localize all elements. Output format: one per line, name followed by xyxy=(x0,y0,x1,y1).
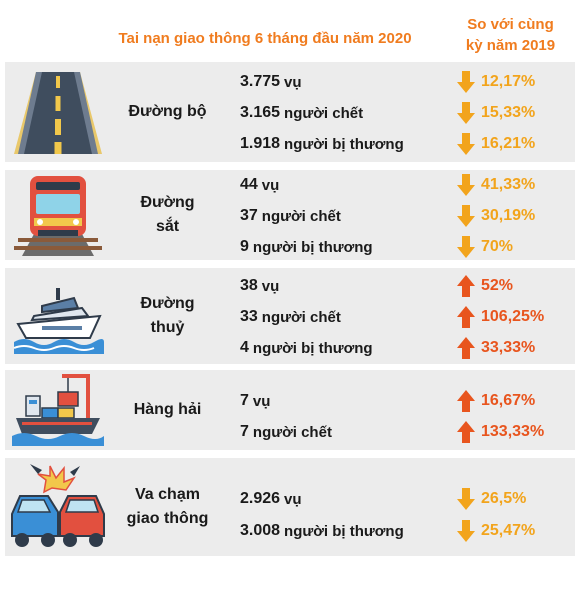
arrow-up-icon xyxy=(457,306,475,328)
cargo-ship-icon xyxy=(5,370,110,450)
stat-number: 3.165 xyxy=(240,104,281,121)
change-percent: 12,17% xyxy=(481,73,536,90)
change-item: 25,47% xyxy=(457,516,535,546)
stat-row: 4 người bị thương xyxy=(240,333,373,363)
change-item: 16,21% xyxy=(457,129,535,159)
stat-unit: vụ xyxy=(261,277,280,295)
section-maritime: Hàng hải 7 vụ 16,67% 7 người chết 133,33% xyxy=(5,370,575,450)
arrow-down-icon xyxy=(457,520,475,542)
change-percent: 15,33% xyxy=(481,104,536,121)
change-item: 12,17% xyxy=(457,67,535,97)
arrow-up-icon xyxy=(457,421,475,443)
comparison-header: So với cùng kỳ năm 2019 xyxy=(448,14,573,56)
change-percent: 52% xyxy=(481,277,514,294)
stat-unit: người bị thương xyxy=(252,339,373,357)
section-label: Hàng hải xyxy=(133,401,202,418)
section-label: Đường sắt xyxy=(140,194,195,235)
change-item: 41,33% xyxy=(457,170,535,200)
stat-unit: người chết xyxy=(252,423,332,441)
road-icon xyxy=(5,62,110,162)
stat-unit: người chết xyxy=(284,104,364,122)
stat-number: 3.775 xyxy=(240,73,281,90)
arrow-up-icon xyxy=(457,337,475,359)
stat-row: 37 người chết xyxy=(240,201,341,231)
section-label: Va chạm giao thông xyxy=(126,486,209,527)
section-railway: Đường sắt 44 vụ 41,33% 37 người chết 30,19%… xyxy=(5,170,575,260)
arrow-down-icon xyxy=(457,236,475,258)
change-item: 33,33% xyxy=(457,333,535,363)
stat-row: 1.918 người bị thương xyxy=(240,129,404,159)
change-percent: 33,33% xyxy=(481,339,536,356)
change-percent: 41,33% xyxy=(481,176,536,193)
stat-unit: người bị thương xyxy=(252,238,373,256)
stat-number: 1.918 xyxy=(240,135,281,152)
change-item: 52% xyxy=(457,271,513,301)
stat-number: 4 xyxy=(240,339,249,356)
section-label: Đường thuỷ xyxy=(140,295,195,336)
train-icon xyxy=(5,170,110,260)
arrow-down-icon xyxy=(457,102,475,124)
car-crash-icon xyxy=(5,458,110,556)
stat-number: 7 xyxy=(240,392,249,409)
stat-number: 2.926 xyxy=(240,490,281,507)
change-percent: 30,19% xyxy=(481,207,536,224)
stat-row: 7 người chết xyxy=(240,417,332,447)
stat-unit: vụ xyxy=(261,176,280,194)
stat-unit: người chết xyxy=(261,207,341,225)
stat-unit: vụ xyxy=(284,490,302,508)
arrow-down-icon xyxy=(457,488,475,510)
change-item: 16,67% xyxy=(457,386,535,416)
stat-row: 2.926 vụ xyxy=(240,484,302,514)
change-percent: 26,5% xyxy=(481,490,527,507)
arrow-down-icon xyxy=(457,205,475,227)
stat-unit: người bị thương xyxy=(284,135,404,153)
change-item: 70% xyxy=(457,232,513,262)
change-percent: 16,67% xyxy=(481,392,536,409)
stat-unit: người bị thương xyxy=(284,522,404,540)
stat-number: 44 xyxy=(240,176,258,193)
change-item: 26,5% xyxy=(457,484,526,514)
stat-number: 3.008 xyxy=(240,522,281,539)
change-percent: 133,33% xyxy=(481,423,545,440)
stat-number: 38 xyxy=(240,277,258,294)
boat-icon xyxy=(5,268,110,364)
section-waterway: Đường thuỷ 38 vụ 52% 33 người chết 106,25% … xyxy=(5,268,575,364)
change-percent: 106,25% xyxy=(481,308,545,325)
stat-row: 7 vụ xyxy=(240,386,270,416)
infographic-header-title: Tai nạn giao thông 6 tháng đầu năm 2020 xyxy=(118,30,412,47)
comparison-header-line2: kỳ năm 2019 xyxy=(465,37,556,54)
stat-row: 44 vụ xyxy=(240,170,279,200)
stat-row: 3.775 vụ xyxy=(240,67,302,97)
arrow-up-icon xyxy=(457,390,475,412)
arrow-down-icon xyxy=(457,71,475,93)
stat-number: 33 xyxy=(240,308,258,325)
section-label: Đường bộ xyxy=(128,103,207,120)
comparison-header-line1: So với cùng xyxy=(467,16,554,33)
change-item: 30,19% xyxy=(457,201,535,231)
arrow-down-icon xyxy=(457,174,475,196)
stat-number: 37 xyxy=(240,207,258,224)
arrow-down-icon xyxy=(457,133,475,155)
stat-row: 38 vụ xyxy=(240,271,279,301)
change-percent: 70% xyxy=(481,238,514,255)
stat-number: 7 xyxy=(240,423,249,440)
stat-unit: vụ xyxy=(252,392,271,410)
change-percent: 16,21% xyxy=(481,135,536,152)
section-collision: Va chạm giao thông 2.926 vụ 26,5% 3.008 ngư… xyxy=(5,458,575,556)
section-road: Đường bộ 3.775 vụ 12,17% 3.165 người chết … xyxy=(5,62,575,162)
stat-row: 33 người chết xyxy=(240,302,341,332)
stat-row: 3.165 người chết xyxy=(240,98,363,128)
stat-row: 9 người bị thương xyxy=(240,232,373,262)
arrow-up-icon xyxy=(457,275,475,297)
stat-number: 9 xyxy=(240,238,249,255)
stat-row: 3.008 người bị thương xyxy=(240,516,404,546)
stat-unit: vụ xyxy=(284,73,302,91)
change-percent: 25,47% xyxy=(481,522,536,539)
change-item: 133,33% xyxy=(457,417,544,447)
change-item: 106,25% xyxy=(457,302,544,332)
stat-unit: người chết xyxy=(261,308,341,326)
change-item: 15,33% xyxy=(457,98,535,128)
